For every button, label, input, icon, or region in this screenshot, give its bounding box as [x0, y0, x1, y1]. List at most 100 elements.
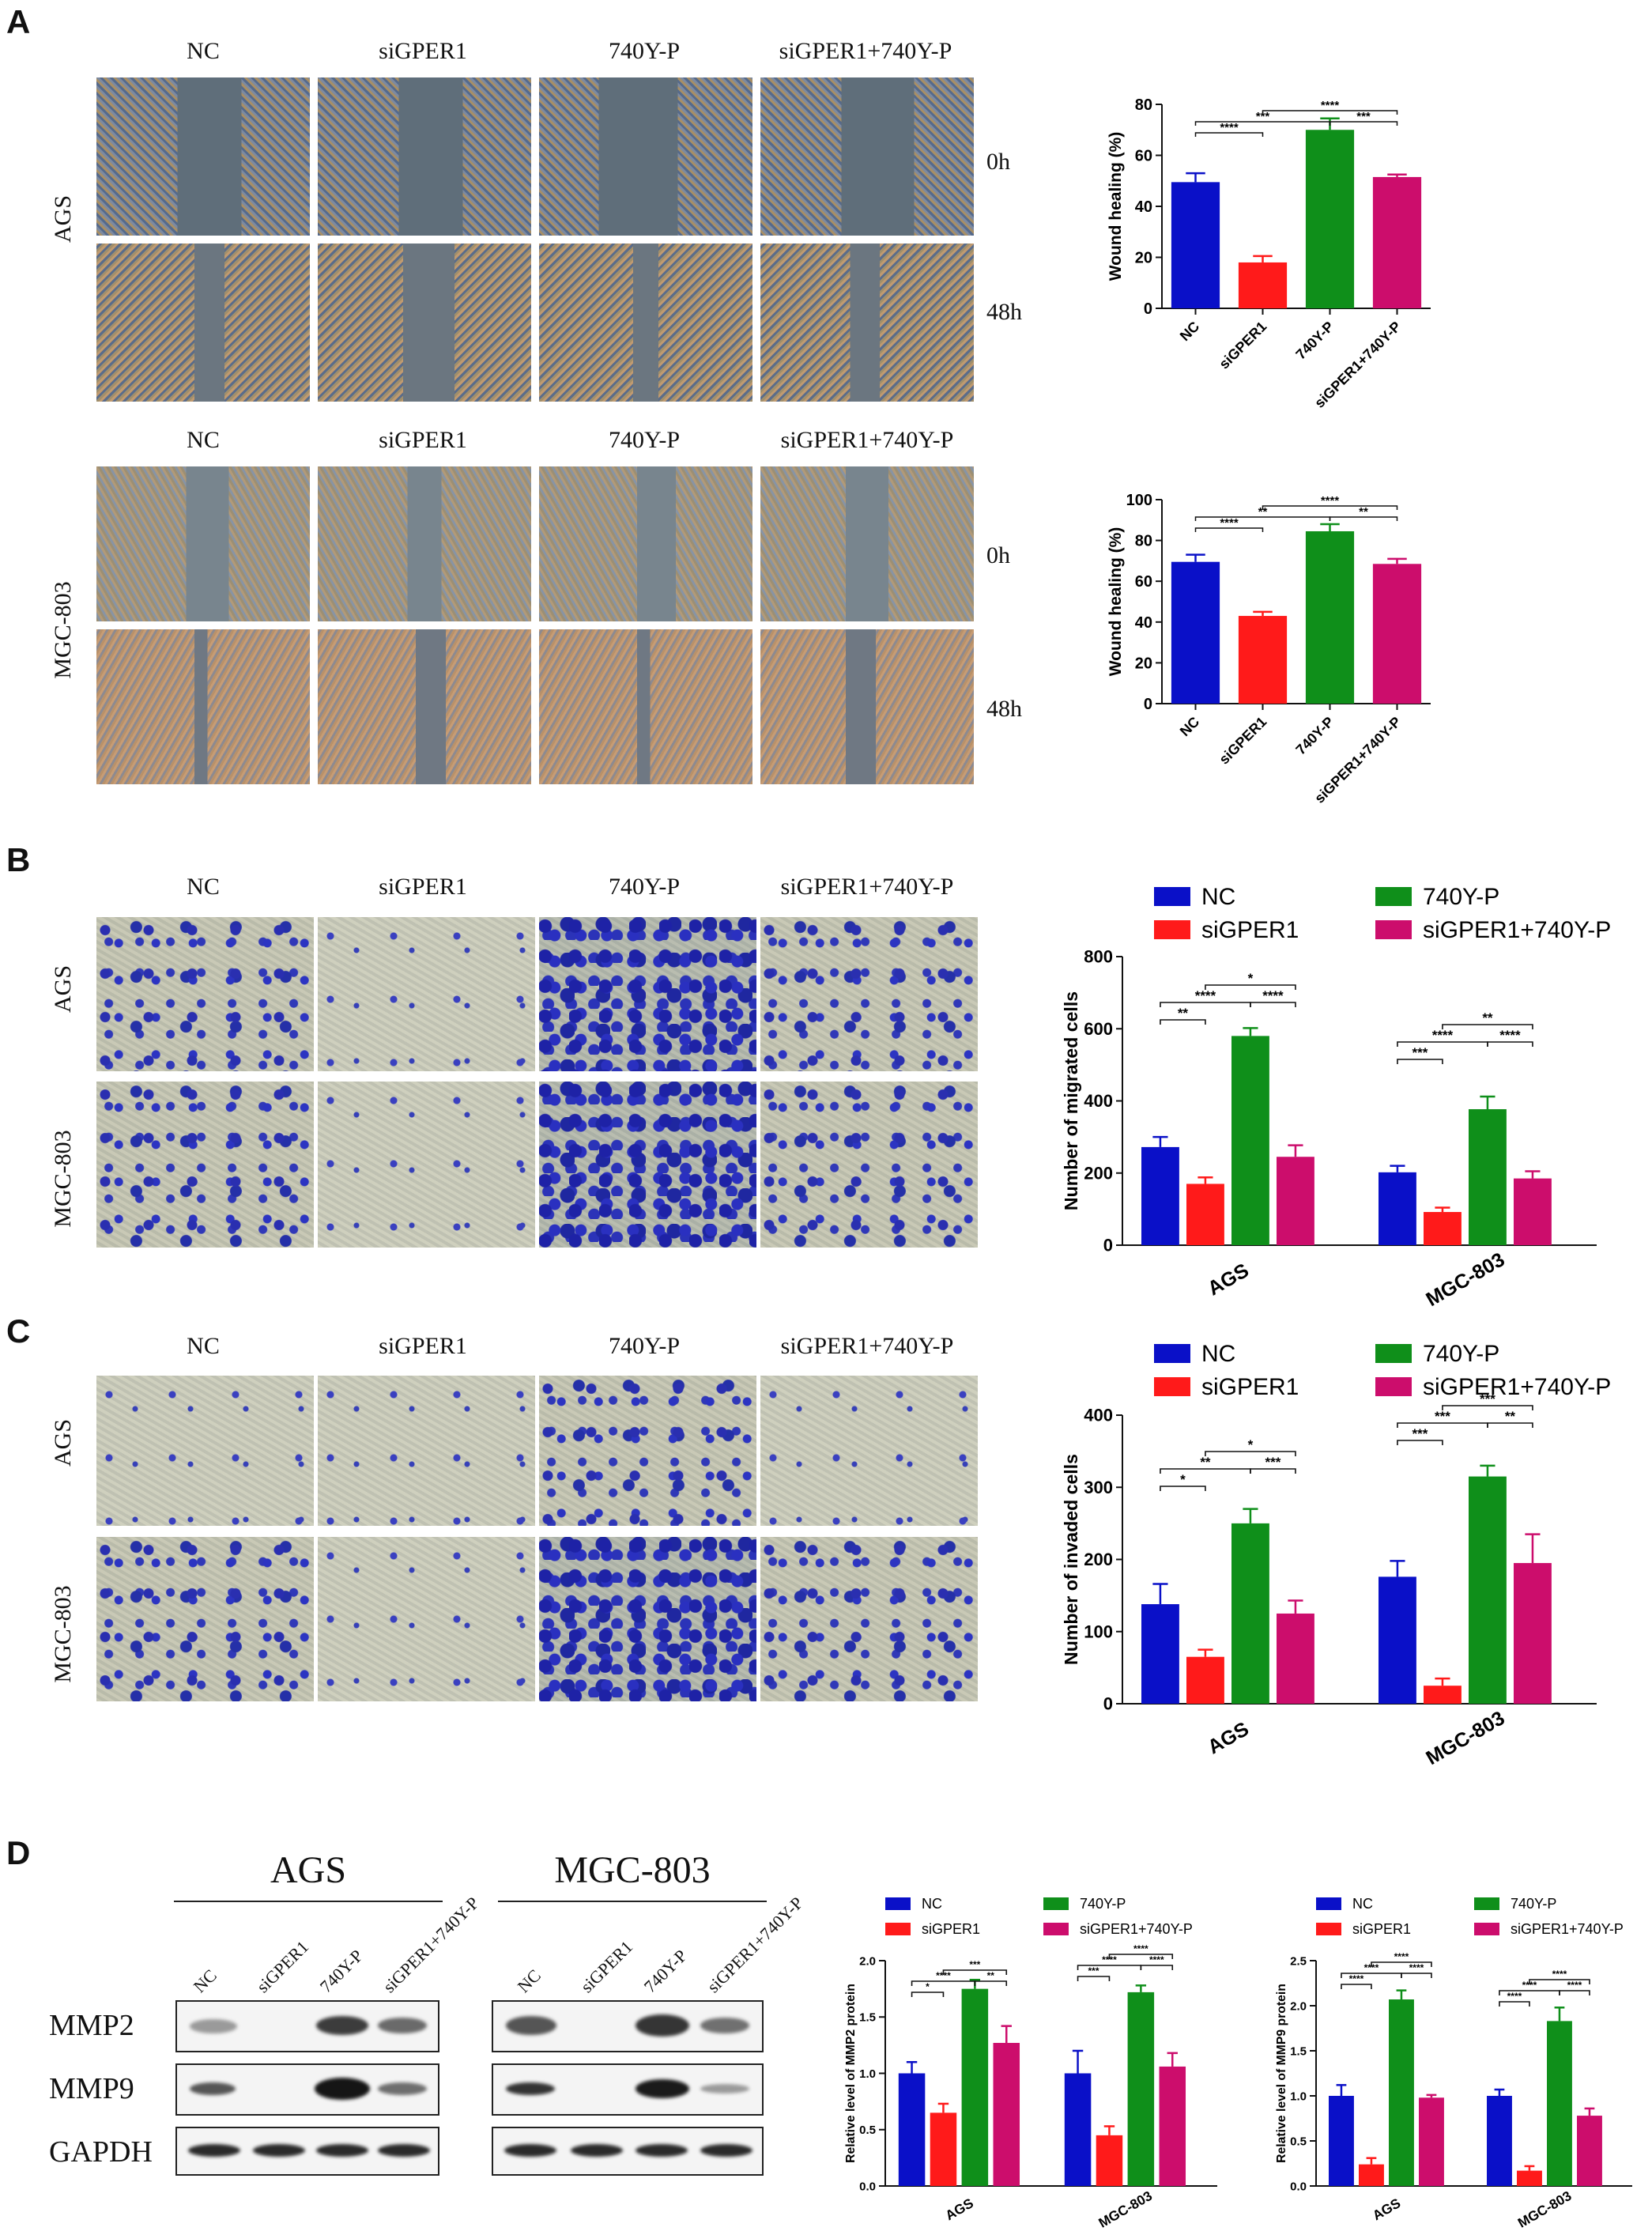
bar-mgc-803-nc [1487, 2096, 1512, 2186]
chart-migrated-cells: 0 200 400 600 800 Number of migrated cells AGS… [1061, 884, 1611, 1311]
significance-label: **** [1552, 1969, 1567, 1980]
panel-letter-a: A [6, 3, 31, 40]
x-tick-label: siGPER1 [1216, 714, 1269, 768]
significance-bracket [1371, 1961, 1432, 1967]
col-label-740yp: 740Y-P [608, 38, 680, 64]
significance-label: *** [1256, 110, 1270, 123]
legend-swatch [1474, 1897, 1499, 1910]
bar-ags-sigper1-740y-p [1419, 2097, 1444, 2186]
y-tick-label: 60 [1135, 148, 1152, 165]
y-tick-label: 40 [1135, 614, 1152, 632]
col-label-combo-b: siGPER1+740Y-P [780, 874, 954, 900]
bar-ags-sigper1 [930, 2112, 957, 2186]
bar-740y-p [1305, 530, 1355, 704]
y-tick-label: 0.5 [859, 2124, 876, 2137]
x-tick-label: NC [1177, 319, 1203, 345]
legend-swatch [1316, 1923, 1341, 1935]
y-axis-label: Relative level of MMP9 protein [1275, 1984, 1288, 2163]
col-label-sigper1-c: siGPER1 [379, 1333, 467, 1359]
significance-label: * [1248, 971, 1254, 986]
col-label-nc-b: NC [187, 874, 220, 900]
y-axis-label: Wound healing (%) [1107, 527, 1125, 677]
bar-740y-p [1305, 130, 1355, 308]
significance-bracket [1442, 1024, 1533, 1029]
blot-title-ags: AGS [270, 1849, 347, 1891]
bar-sigper1-740y-p [1372, 176, 1422, 308]
panel-letter-b: B [6, 841, 31, 878]
y-tick-label: 1.0 [1290, 2090, 1307, 2103]
bar-ags-sigper1 [1359, 2164, 1384, 2186]
wound-image-ags-nc-0h [96, 77, 310, 236]
transwell-ags-combo-migration [760, 917, 978, 1071]
significance-bracket [1160, 1486, 1206, 1491]
time-label-48h-mgc: 48h [986, 696, 1022, 722]
col-label-combo: siGPER1+740Y-P [779, 38, 952, 64]
y-tick-label: 20 [1135, 655, 1152, 672]
wound-image-mgc-nc-48h [96, 629, 310, 784]
transwell-mgc-nc-migration [96, 1082, 314, 1248]
wound-image-mgc-740yp-48h [539, 629, 752, 784]
y-tick-label: 20 [1135, 250, 1152, 267]
significance-label: **** [1262, 988, 1284, 1003]
bar-ags-740y-p [1231, 1523, 1269, 1704]
legend-swatch [1043, 1897, 1069, 1910]
bar-mgc-803-740y-p [1469, 1108, 1507, 1245]
lane-label-mgc-sigper1: siGPER1 [576, 1936, 637, 1997]
wound-image-ags-nc-48h [96, 244, 310, 402]
significance-bracket [1262, 110, 1398, 115]
wound-image-ags-sigper1-48h [318, 244, 531, 402]
bar-ags-nc [1141, 1604, 1179, 1704]
bar-mgc-803-740y-p [1469, 1476, 1507, 1704]
significance-label: **** [1220, 121, 1239, 134]
significance-label: ** [1200, 1455, 1211, 1470]
transwell-mgc-sigper1-migration [318, 1082, 535, 1248]
legend-label: siGPER1 [1201, 917, 1299, 943]
legend-label: siGPER1 [922, 1921, 980, 1937]
significance-bracket [1194, 132, 1264, 137]
y-tick-label: 300 [1084, 1478, 1113, 1497]
significance-label: *** [1265, 1455, 1281, 1470]
significance-label: *** [1435, 1409, 1450, 1424]
chart-mmp9-protein: 0.0 0.5 1.0 1.5 2.0 2.5 Relative level of MMP9… [1275, 1896, 1632, 2229]
legend-swatch [1154, 1377, 1190, 1396]
y-axis-label: Wound healing (%) [1107, 132, 1125, 281]
bar-mgc-803-sigper1 [1424, 1212, 1462, 1245]
significance-label: **** [1394, 1951, 1409, 1962]
bar-mgc-803-sigper1-740y-p [1514, 1178, 1552, 1245]
significance-bracket [974, 1980, 1008, 1986]
significance-bracket [1262, 505, 1398, 510]
significance-label: **** [1507, 1991, 1522, 2002]
legend-label: siGPER1+740Y-P [1423, 1374, 1611, 1400]
y-axis-label: Relative level of MMP2 protein [844, 1984, 858, 2163]
significance-label: ** [1482, 1010, 1493, 1025]
significance-label: **** [1409, 1962, 1424, 1973]
significance-label: *** [1356, 110, 1371, 123]
significance-label: **** [1432, 1028, 1454, 1043]
y-tick-label: 0 [1103, 1694, 1113, 1714]
significance-label: * [926, 1981, 930, 1992]
y-tick-label: 2.0 [859, 1954, 876, 1968]
col-label-nc: NC [187, 38, 220, 64]
significance-label: *** [1480, 1391, 1495, 1406]
significance-label: **** [1349, 1973, 1364, 1984]
transwell-mgc-sigper1-invasion [318, 1537, 535, 1701]
significance-label: ** [1258, 505, 1268, 519]
significance-label: ** [1178, 1006, 1189, 1021]
x-tick-label: 740Y-P [1292, 714, 1337, 758]
chart-wound-healing-mgc: 0 20 40 60 80 100 Wound healing (%) NC siGPER1 74… [1107, 492, 1431, 806]
bar-mgc-803-740y-p [1127, 1991, 1155, 2186]
bar-ags-sigper1-740y-p [1277, 1613, 1314, 1704]
lane-label-mgc-nc: NC [513, 1965, 545, 1997]
significance-label: **** [1499, 1028, 1521, 1043]
significance-bracket [1205, 984, 1296, 990]
legend-swatch [1375, 1377, 1412, 1396]
significance-label: ** [1359, 505, 1368, 519]
y-tick-label: 0.5 [1290, 2135, 1307, 2148]
significance-bracket [1397, 1440, 1443, 1445]
time-label-0h: 0h [986, 149, 1010, 175]
col-label-sigper1: siGPER1 [379, 38, 467, 64]
blot-mgc-gapdh [492, 2127, 764, 2176]
x-tick-label: AGS [1204, 1259, 1252, 1301]
legend-swatch [885, 1897, 911, 1910]
significance-bracket [1205, 1451, 1296, 1456]
